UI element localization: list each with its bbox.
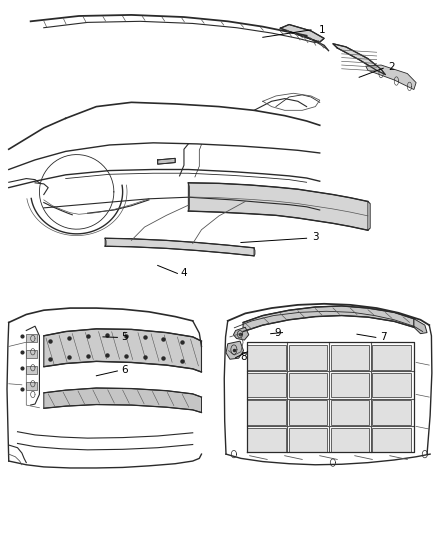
Polygon shape (289, 373, 327, 397)
Polygon shape (233, 327, 249, 340)
Polygon shape (289, 400, 327, 424)
Text: 6: 6 (121, 366, 128, 375)
Text: 3: 3 (312, 232, 319, 242)
Polygon shape (331, 428, 369, 452)
Polygon shape (226, 341, 244, 359)
Polygon shape (372, 373, 410, 397)
Polygon shape (366, 65, 416, 90)
Text: 8: 8 (240, 352, 247, 362)
Polygon shape (243, 306, 414, 332)
Polygon shape (247, 373, 286, 397)
Polygon shape (158, 158, 175, 164)
Text: 5: 5 (121, 332, 128, 342)
Polygon shape (372, 400, 410, 424)
Polygon shape (333, 44, 385, 75)
Polygon shape (372, 345, 410, 370)
Polygon shape (247, 400, 286, 424)
Text: 4: 4 (180, 268, 187, 278)
Polygon shape (26, 350, 37, 358)
Polygon shape (44, 388, 201, 413)
Polygon shape (105, 238, 254, 256)
Polygon shape (372, 428, 410, 452)
Text: 9: 9 (275, 328, 282, 338)
Polygon shape (26, 382, 37, 390)
Polygon shape (188, 183, 368, 230)
Polygon shape (331, 400, 369, 424)
Text: 2: 2 (389, 62, 396, 71)
Polygon shape (26, 366, 37, 374)
Text: 1: 1 (318, 25, 325, 35)
Polygon shape (280, 25, 324, 42)
Polygon shape (289, 428, 327, 452)
Polygon shape (247, 428, 286, 452)
Polygon shape (289, 345, 327, 370)
Polygon shape (247, 345, 286, 370)
Polygon shape (331, 345, 369, 370)
Polygon shape (26, 334, 37, 342)
Text: 7: 7 (380, 332, 387, 342)
Polygon shape (331, 373, 369, 397)
Polygon shape (44, 329, 201, 372)
Polygon shape (414, 319, 427, 334)
